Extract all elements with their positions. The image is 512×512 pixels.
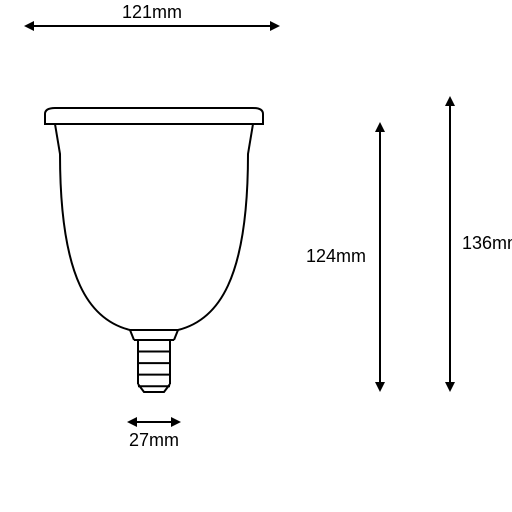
label-body-height: 124mm: [306, 246, 366, 266]
bulb-body: [55, 124, 253, 330]
bulb-cap: [45, 108, 263, 124]
bulb-dimension-diagram: 121mm 124mm 136mm 27mm: [0, 0, 512, 512]
label-width-top: 121mm: [122, 2, 182, 22]
label-base-width: 27mm: [129, 430, 179, 450]
label-total-height: 136mm: [462, 233, 512, 253]
